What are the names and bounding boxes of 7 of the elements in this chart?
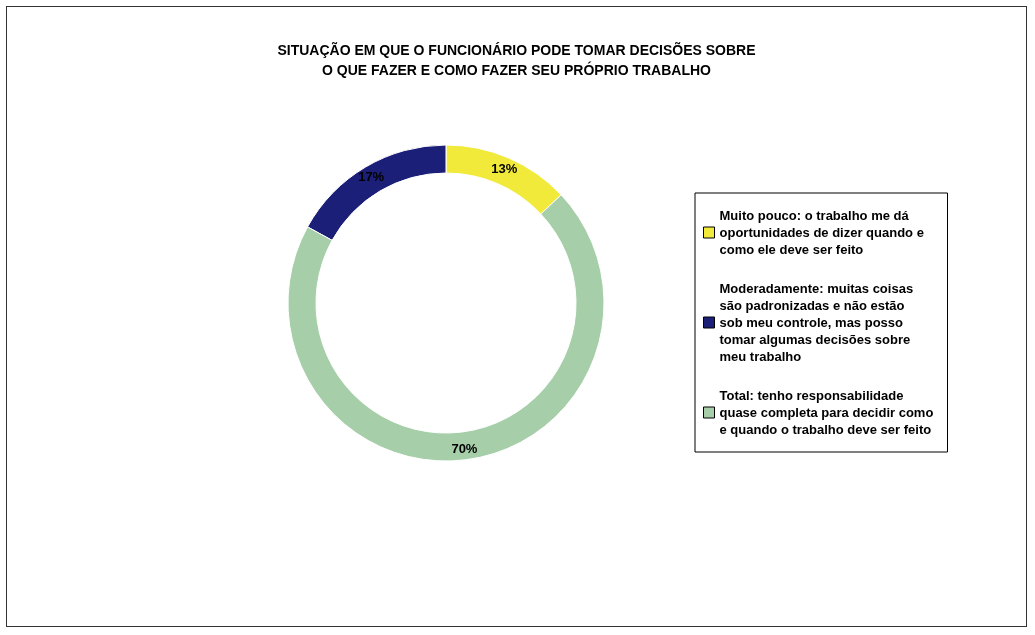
chart-title: SITUAÇÃO EM QUE O FUNCIONÁRIO PODE TOMAR DECISÕES SOBRE O QUE FAZER E COMO FAZER SEU PRÓPRIO TRABALHO — [277, 41, 756, 78]
legend-label: Moderadamente: muitas coisas são padronizadas e não estão sob meu controle, mas posso tomar algumas decisões sobre meu trabalho — [719, 281, 917, 364]
data-label: 70% — [451, 441, 478, 457]
legend-label: Total: tenho responsabilidade quase completa para decidir como e quando o trabalho deve ser feito — [719, 388, 937, 437]
legend-label: Muito pouco: o trabalho me dá oportunidades de dizer quando e como ele deve ser feito — [719, 208, 928, 257]
data-label: 13% — [491, 160, 518, 176]
data-label: 17% — [358, 168, 385, 184]
